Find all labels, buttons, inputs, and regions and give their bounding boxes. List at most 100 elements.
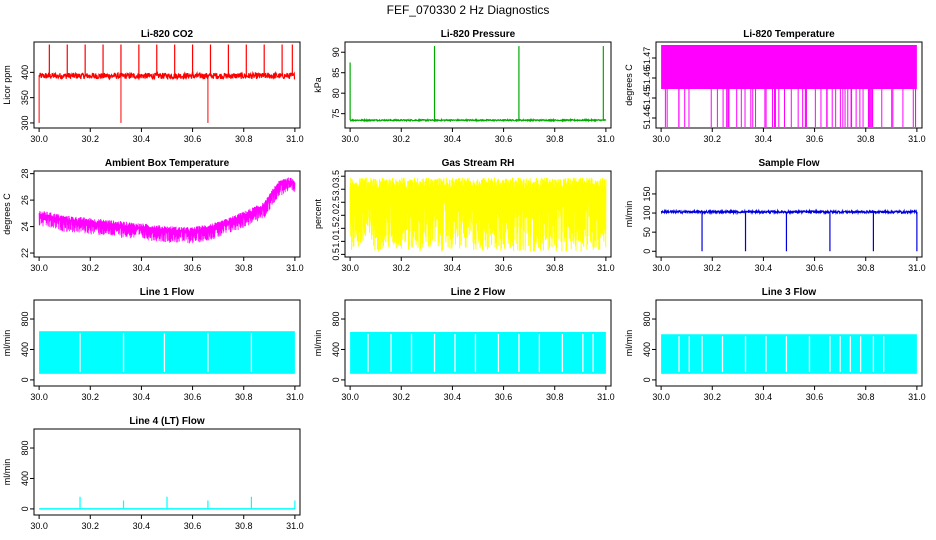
x-tick-label: 30.2 bbox=[704, 134, 722, 144]
x-tick-label: 30.2 bbox=[704, 392, 722, 402]
y-tick-label: 2.0 bbox=[331, 209, 341, 222]
x-tick-label: 30.8 bbox=[235, 134, 253, 144]
series-data bbox=[39, 331, 295, 374]
x-tick-label: 30.6 bbox=[184, 392, 202, 402]
y-tick-label: 85 bbox=[331, 68, 341, 78]
y-axis-label: ml/min bbox=[2, 330, 12, 357]
y-tick-label: 100 bbox=[642, 206, 652, 221]
plot-frame bbox=[33, 170, 301, 258]
x-tick-label: 31.0 bbox=[597, 263, 615, 273]
y-tick-label: 3.0 bbox=[331, 183, 341, 196]
x-tick-label: 30.4 bbox=[133, 521, 151, 531]
series-line bbox=[349, 117, 607, 123]
y-tick-label: 26 bbox=[20, 195, 30, 205]
x-tick-label: 30.2 bbox=[393, 134, 411, 144]
x-tick-label: 30.2 bbox=[393, 263, 411, 273]
x-tick-label: 30.4 bbox=[444, 263, 462, 273]
y-tick-label: 0.5 bbox=[331, 248, 341, 261]
panel-title: Line 4 (LT) Flow bbox=[129, 416, 205, 427]
x-tick-label: 30.4 bbox=[133, 263, 151, 273]
y-tick-label: 400 bbox=[20, 471, 30, 486]
panel-title: Sample Flow bbox=[758, 158, 819, 169]
x-tick-label: 30.6 bbox=[495, 392, 513, 402]
x-tick-label: 30.2 bbox=[82, 392, 100, 402]
x-tick-label: 30.0 bbox=[341, 134, 359, 144]
y-tick-label: 350 bbox=[20, 90, 30, 105]
y-axis-label: degrees C bbox=[624, 64, 634, 106]
y-tick-label: 800 bbox=[642, 312, 652, 327]
y-tick-label: 0 bbox=[20, 377, 30, 382]
chart-panel-5: Gas Stream RH 30.0 30.2 30.4 30.6 30.8 31.0 0.5… bbox=[313, 158, 615, 273]
y-tick-label: 400 bbox=[642, 342, 652, 357]
plot-frame bbox=[344, 41, 612, 129]
chart-panel-10: Line 4 (LT) Flow 30.0 30.2 30.4 30.6 30.8 31.0… bbox=[2, 416, 304, 531]
x-tick-label: 30.8 bbox=[857, 134, 875, 144]
x-tick-label: 30.4 bbox=[444, 134, 462, 144]
y-tick-label: 0 bbox=[331, 377, 341, 382]
x-tick-label: 30.4 bbox=[133, 134, 151, 144]
series-band bbox=[350, 331, 606, 374]
x-tick-label: 30.0 bbox=[341, 263, 359, 273]
x-tick-label: 30.4 bbox=[755, 392, 773, 402]
series-data bbox=[39, 496, 296, 510]
x-tick-label: 30.6 bbox=[806, 392, 824, 402]
x-tick-label: 30.8 bbox=[857, 392, 875, 402]
x-tick-label: 30.2 bbox=[393, 392, 411, 402]
x-tick-label: 30.2 bbox=[704, 263, 722, 273]
series-data bbox=[349, 46, 607, 123]
x-tick-label: 31.0 bbox=[286, 392, 304, 402]
chart-panel-1: Li-820 CO2 30.0 30.2 30.4 30.6 30.8 31.0 300 350… bbox=[2, 29, 304, 144]
chart-panel-9: Line 3 Flow 30.0 30.2 30.4 30.6 30.8 31.0 0 400 8… bbox=[624, 287, 926, 402]
y-tick-label: 150 bbox=[642, 186, 652, 201]
panel-title: Li-820 Temperature bbox=[743, 29, 835, 40]
x-tick-label: 30.0 bbox=[30, 521, 48, 531]
y-axis-label: kPa bbox=[313, 77, 323, 93]
y-axis-label: Licor ppm bbox=[2, 65, 12, 105]
x-tick-label: 30.8 bbox=[235, 263, 253, 273]
chart-panel-3: Li-820 Temperature 30.0 30.2 30.4 30.6 30.8 31… bbox=[624, 29, 926, 144]
chart-panel-6: Sample Flow 30.0 30.2 30.4 30.6 30.8 31.0 0 50 10… bbox=[624, 158, 926, 273]
y-tick-label: 0 bbox=[20, 506, 30, 511]
y-tick-label: 1.0 bbox=[331, 235, 341, 248]
x-tick-label: 30.4 bbox=[755, 263, 773, 273]
chart-panel-4: Ambient Box Temperature 30.0 30.2 30.4 30.6 3… bbox=[2, 158, 304, 273]
y-tick-label: 28 bbox=[20, 169, 30, 179]
plot-frame bbox=[655, 299, 923, 387]
y-axis-label: degrees C bbox=[2, 193, 12, 235]
y-tick-label: 1.5 bbox=[331, 222, 341, 235]
y-tick-label: 800 bbox=[331, 312, 341, 327]
x-tick-label: 31.0 bbox=[908, 134, 926, 144]
y-tick-label: 75 bbox=[331, 109, 341, 119]
y-tick-label: 50 bbox=[642, 227, 652, 237]
plot-frame bbox=[655, 170, 923, 258]
series-line bbox=[38, 70, 296, 81]
x-tick-label: 30.8 bbox=[546, 134, 564, 144]
series-line bbox=[660, 208, 918, 216]
y-tick-label: 400 bbox=[331, 342, 341, 357]
x-tick-label: 30.2 bbox=[82, 134, 100, 144]
y-tick-label: 80 bbox=[331, 88, 341, 98]
panel-title: Li-820 Pressure bbox=[441, 29, 516, 40]
x-tick-label: 30.0 bbox=[652, 263, 670, 273]
plot-frame bbox=[344, 170, 612, 258]
series-band bbox=[39, 331, 295, 374]
x-tick-label: 30.0 bbox=[30, 134, 48, 144]
x-tick-label: 30.2 bbox=[82, 521, 100, 531]
x-tick-label: 31.0 bbox=[286, 263, 304, 273]
figure-title: FEF_070330 2 Hz Diagnostics bbox=[387, 3, 550, 17]
x-tick-label: 30.6 bbox=[184, 263, 202, 273]
series-line bbox=[38, 177, 296, 244]
x-tick-label: 31.0 bbox=[286, 134, 304, 144]
series-data bbox=[661, 334, 917, 374]
series-data bbox=[350, 331, 606, 374]
x-tick-label: 30.2 bbox=[82, 263, 100, 273]
y-axis-label: ml/min bbox=[624, 201, 634, 228]
y-tick-label: 800 bbox=[20, 441, 30, 456]
x-tick-label: 30.4 bbox=[133, 392, 151, 402]
panel-title: Line 3 Flow bbox=[762, 287, 817, 298]
y-tick-label: 300 bbox=[20, 115, 30, 130]
plot-frame bbox=[344, 299, 612, 387]
x-tick-label: 30.4 bbox=[444, 392, 462, 402]
panel-title: Line 2 Flow bbox=[451, 287, 506, 298]
